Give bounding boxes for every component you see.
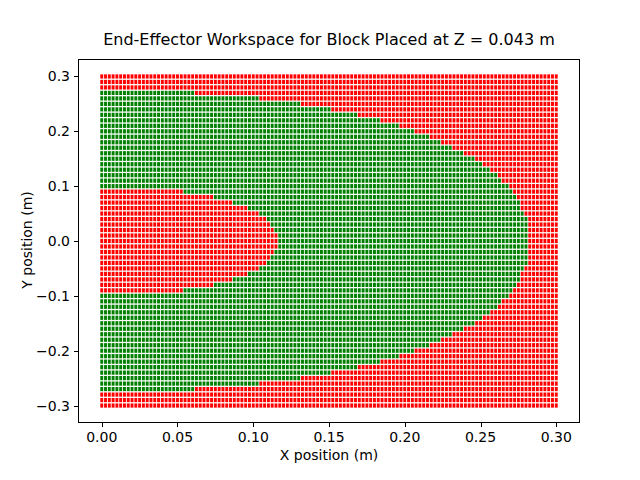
x-tick-mark [556, 423, 557, 427]
x-axis-label: X position (m) [78, 447, 580, 463]
y-tick-label: 0.3 [48, 68, 70, 84]
y-tick-mark [74, 351, 78, 352]
x-tick-mark [102, 423, 103, 427]
y-tick-mark [74, 76, 78, 77]
x-tick-label: 0.05 [162, 429, 193, 445]
x-tick-mark [329, 423, 330, 427]
x-tick-label: 0.20 [389, 429, 420, 445]
figure: End-Effector Workspace for Block Placed … [0, 0, 640, 480]
y-axis-label: Y position (m) [19, 191, 35, 288]
y-tick-mark [74, 131, 78, 132]
x-tick-label: 0.30 [541, 429, 572, 445]
x-tick-label: 0.00 [86, 429, 117, 445]
y-tick-label: 0.2 [48, 123, 70, 139]
y-tick-label: −0.2 [36, 343, 70, 359]
y-tick-label: −0.1 [36, 288, 70, 304]
y-tick-label: 0.1 [48, 178, 70, 194]
scatter-canvas [79, 60, 579, 422]
y-tick-mark [74, 296, 78, 297]
x-tick-label: 0.10 [238, 429, 269, 445]
y-tick-mark [74, 406, 78, 407]
x-tick-mark [405, 423, 406, 427]
x-tick-mark [253, 423, 254, 427]
plot-area [78, 59, 580, 423]
y-tick-label: 0.0 [48, 233, 70, 249]
x-tick-mark [481, 423, 482, 427]
y-tick-mark [74, 241, 78, 242]
x-tick-mark [177, 423, 178, 427]
x-tick-label: 0.15 [313, 429, 344, 445]
x-tick-label: 0.25 [465, 429, 496, 445]
y-tick-mark [74, 186, 78, 187]
plot-title: End-Effector Workspace for Block Placed … [78, 30, 580, 50]
y-tick-label: −0.3 [36, 398, 70, 414]
